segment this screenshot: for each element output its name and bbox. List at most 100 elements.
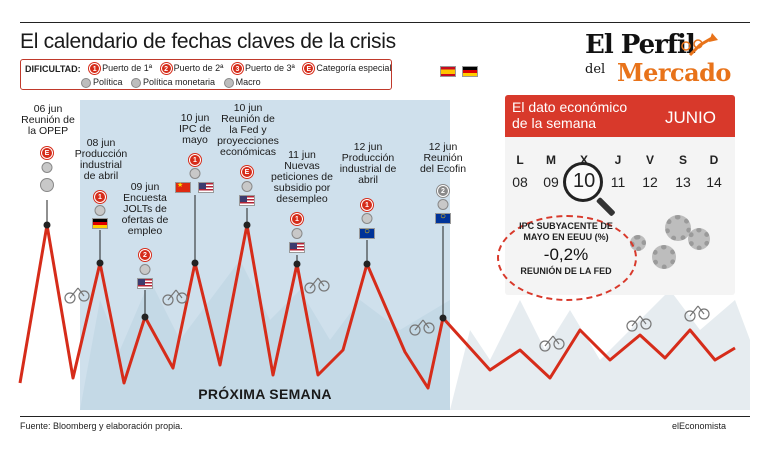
difficulty-legend: DIFICULTAD: 1 Puerto de 1ª 2 Puerto de 2ª …: [20, 59, 392, 90]
calendar-day: 11: [610, 174, 626, 190]
cyclist-icon: [684, 305, 710, 322]
usa-flag-icon: [198, 182, 214, 193]
weekday-header: X: [579, 153, 588, 167]
event-pin-dot: [293, 260, 301, 268]
legend-item-label: Categoría especial: [316, 63, 392, 74]
difficulty-1-badge: 1: [189, 154, 201, 166]
legend-label: DIFICULTAD:: [25, 63, 81, 74]
macro-icon: [139, 264, 151, 275]
legend-row-difficulty: DIFICULTAD: 1 Puerto de 1ª 2 Puerto de 2ª …: [25, 63, 397, 75]
cyclist-icon: [64, 287, 90, 304]
cyclist-icon: [162, 289, 188, 306]
weekday-header: J: [614, 153, 622, 167]
china-flag-icon: [175, 181, 191, 193]
panel-month: JUNIO: [665, 108, 716, 127]
event-pin-dot: [191, 259, 199, 267]
event-label-ecofin: 12 jun Reunión del Ecofin: [419, 141, 467, 175]
weekday-header: M: [546, 153, 556, 167]
event-label-ipc: 10 jun IPC de mayo: [178, 112, 212, 146]
cyclist-icon: [539, 335, 565, 352]
difficulty-special-badge: E: [241, 166, 253, 178]
calendar-day: 12: [642, 174, 658, 190]
macro-icon: [361, 213, 373, 224]
event-label-fed: 10 jun Reunión de la Fed y proyecciones econ…: [217, 102, 279, 158]
macro-icon: [189, 168, 201, 179]
gear-icon: [665, 215, 691, 241]
event-pin-dot: [141, 313, 149, 321]
indicator-label: IPC SUBYACENTE DE MAYO EN EEUU (%): [519, 221, 613, 242]
difficulty-3-badge: 3: [231, 63, 243, 75]
logo-el-perfil: El Perfil: [585, 30, 696, 60]
weekday-header: S: [678, 153, 687, 167]
politica-monetaria-icon: [131, 77, 142, 88]
legend-item: 3 Puerto de 3ª: [231, 63, 295, 75]
macro-icon: [41, 162, 53, 173]
calendar-day: 13: [675, 174, 691, 190]
globe-icon: [40, 178, 54, 192]
difficulty-2-badge: 2: [437, 185, 449, 197]
difficulty-2-badge: 2: [160, 63, 172, 75]
legend-item: 1 Puerto de 1ª: [89, 63, 153, 75]
legend-item: Macro: [223, 77, 261, 88]
legend-item: E Categoría especial: [303, 63, 392, 75]
difficulty-1-badge: 1: [94, 191, 106, 203]
difficulty-2-badge: 2: [139, 249, 151, 261]
event-pin-dot: [96, 259, 104, 267]
legend-item: Política monetaria: [131, 77, 215, 88]
event-label-produccion-eu: 12 jun Producción industrial de abril: [339, 141, 397, 186]
page-title: El calendario de fechas claves de la cri…: [20, 30, 396, 53]
eu-flag-icon: [359, 226, 375, 239]
panel-title: El dato económico de la semana: [512, 99, 627, 131]
event-label-subsidio: 11 jun Nuevas peticiones de subsidio por des…: [271, 149, 333, 205]
event-pin-dot: [439, 314, 447, 322]
weekday-header: V: [645, 153, 654, 167]
panel-title-line: El dato económico: [512, 99, 628, 115]
top-rule: [20, 22, 750, 23]
event-label-produccion-de: 08 jun Producción industrial de abril: [74, 137, 128, 182]
logo-mercado: Mercado: [617, 58, 731, 87]
legend-item-label: Puerto de 1ª: [102, 63, 153, 74]
cyclist-icon: [626, 315, 652, 332]
event-label-jolts: 09 jun Encuesta JOLTs de ofertas de empleo: [121, 181, 169, 237]
gear-icon: [688, 228, 710, 250]
calendar-day: 08: [512, 174, 528, 190]
event-pin-dots: [43, 221, 447, 322]
cyclist-icons: [64, 277, 710, 352]
event-label-opep: 06 jun Reunión de la OPEP: [21, 103, 75, 137]
difficulty-1-badge: 1: [361, 199, 373, 211]
germany-flag-icon: [462, 66, 478, 77]
event-pins: [46, 195, 444, 318]
politica-icon: [81, 77, 91, 88]
legend-item-label: Puerto de 3ª: [244, 63, 295, 74]
panel-header: [505, 95, 735, 137]
event-pin-dot: [363, 260, 371, 268]
event-pin-dot: [243, 221, 251, 229]
calendar-day-highlighted: 10: [573, 170, 596, 192]
indicator-callout: [497, 215, 637, 301]
stage-profile-line: [18, 223, 736, 390]
difficulty-1-badge: 1: [89, 63, 101, 75]
bottom-rule: [20, 416, 750, 417]
indicator-value: -0,2%: [543, 245, 589, 264]
spain-flag-icon: [440, 66, 456, 77]
difficulty-special-badge: E: [303, 63, 315, 75]
weekday-header: D: [709, 153, 719, 167]
legend-item-label: Macro: [235, 77, 261, 88]
mountain-silhouette: [450, 290, 750, 410]
indicator-sub: REUNIÓN DE LA FED: [520, 266, 612, 276]
source-note: Fuente: Bloomberg y elaboración propia.: [20, 421, 183, 431]
cyclist-icon: [409, 319, 435, 336]
legend-row-categories: Política Política monetaria Macro: [81, 77, 267, 88]
usa-flag-icon: [137, 278, 153, 289]
magnifier-icon: [563, 162, 603, 202]
difficulty-special-badge: E: [41, 147, 53, 159]
difficulty-1-badge: 1: [291, 213, 303, 225]
usa-flag-icon: [239, 195, 255, 206]
legend-item: 2 Puerto de 2ª: [160, 63, 224, 75]
publisher-brand: elEconomista: [672, 421, 727, 431]
macro-icon: [94, 205, 106, 216]
calendar-day: 14: [706, 174, 722, 190]
legend-item-label: Puerto de 2ª: [173, 63, 224, 74]
legend-item-label: Política: [93, 77, 123, 88]
